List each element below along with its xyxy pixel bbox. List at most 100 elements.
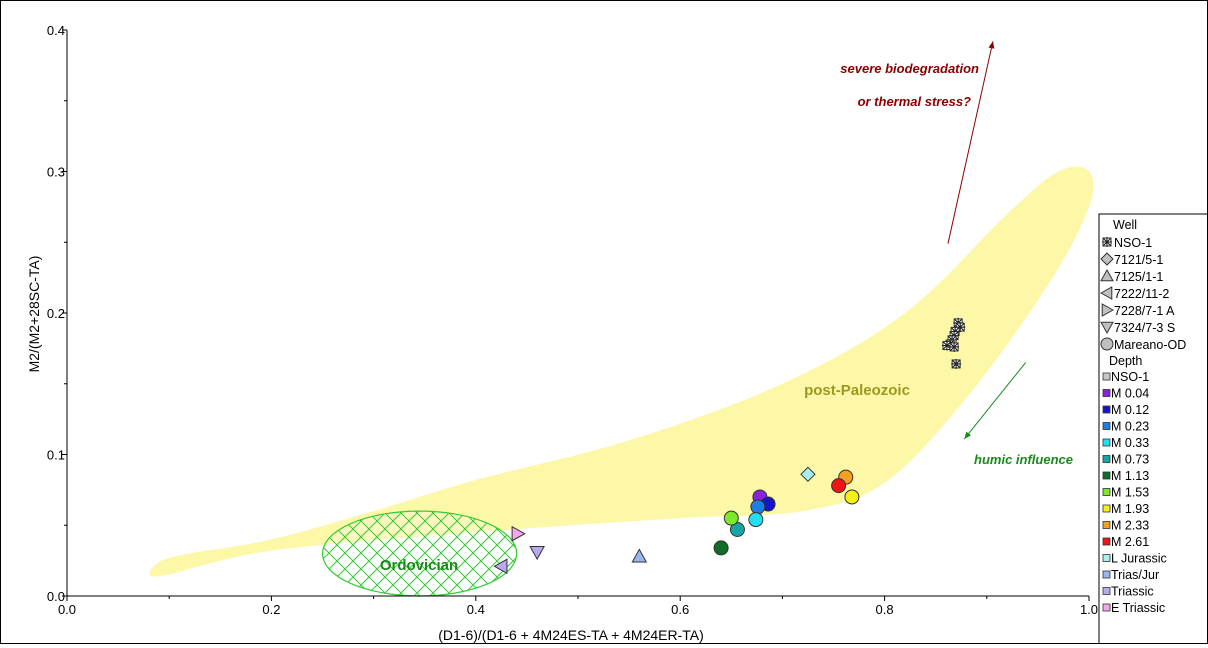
- ordovician-region: [321, 510, 518, 597]
- legend-item-well: 7324/7-3 S: [1100, 321, 1175, 335]
- legend-depth-label: M 2.33: [1111, 519, 1149, 533]
- y-axis-label: M2/(M2+28SC-TA): [26, 256, 42, 373]
- legend-well-marker: [1101, 303, 1115, 317]
- legend-depth-label: M 2.61: [1111, 535, 1149, 549]
- legend-well-title: Well: [1113, 218, 1137, 232]
- data-point: [713, 540, 729, 556]
- legend-depth-swatch: [1102, 455, 1111, 463]
- legend-depth-swatch: [1102, 554, 1111, 562]
- data-point: [844, 489, 860, 505]
- data-point: [750, 499, 766, 515]
- legend-well-marker: [1100, 268, 1114, 282]
- x-tick-label: 0.8: [876, 602, 894, 617]
- legend-depth-label: E Triassic: [1111, 601, 1165, 615]
- legend-item-depth: NSO-1: [1102, 370, 1149, 384]
- legend-well-label: Mareano-OD: [1114, 338, 1186, 352]
- legend-depth-label: M 1.93: [1111, 502, 1149, 516]
- x-tick-label: 0.4: [467, 602, 485, 617]
- legend-item-well: 7222/11-2: [1099, 286, 1169, 301]
- data-point: [493, 558, 508, 575]
- legend-well-marker: [1099, 286, 1113, 300]
- legend-depth-title: Depth: [1109, 354, 1142, 368]
- data-point: [631, 548, 648, 563]
- legend-box: [1098, 213, 1208, 646]
- y-tick-label: 0.3: [47, 165, 65, 180]
- legend-depth-swatch: [1102, 372, 1111, 381]
- legend-well-label: NSO-1: [1114, 236, 1152, 250]
- data-point: [529, 546, 545, 561]
- legend-item-depth: M 0.23: [1102, 420, 1149, 434]
- annotation-thermal-stress: or thermal stress?: [858, 94, 971, 109]
- data-point: [800, 466, 816, 483]
- legend-well-label: 7222/11-2: [1114, 287, 1169, 301]
- data-point: [951, 358, 962, 369]
- legend-item-well: 7228/7-1 A: [1101, 303, 1175, 318]
- legend-item-depth: M 0.33: [1102, 436, 1149, 450]
- legend-depth-label: M 0.33: [1111, 436, 1149, 450]
- data-point: [949, 341, 960, 352]
- legend-depth-label: M 1.53: [1111, 486, 1149, 500]
- legend-item-depth: L Jurassic: [1102, 552, 1167, 566]
- region-label-ordovician: Ordovician: [380, 557, 458, 574]
- legend-depth-swatch: [1102, 537, 1111, 546]
- legend-depth-swatch: [1102, 422, 1111, 430]
- annotation-severe-biodegradation: severe biodegradation: [840, 61, 979, 76]
- legend-depth-swatch: [1102, 521, 1111, 529]
- x-axis-label: (D1-6)/(D1-6 + 4M24ES-TA + 4M24ER-TA): [438, 627, 704, 643]
- arrow-head: [988, 41, 995, 49]
- y-tick-label: 0.0: [47, 589, 65, 604]
- legend-well-marker: [1100, 252, 1114, 266]
- legend-depth-label: M 0.23: [1111, 420, 1149, 434]
- data-point: [729, 521, 745, 537]
- legend-item-well: Mareano-OD: [1100, 337, 1186, 352]
- humic-arrow: [963, 362, 1027, 440]
- legend-depth-label: Triassic: [1111, 585, 1154, 599]
- legend-well-marker: [1100, 321, 1114, 335]
- legend-depth-label: M 1.13: [1111, 469, 1149, 483]
- legend-depth-swatch: [1102, 587, 1111, 595]
- legend-item-depth: Triassic: [1102, 585, 1154, 599]
- legend-item-depth: M 1.53: [1102, 486, 1149, 500]
- legend-depth-label: L Jurassic: [1111, 552, 1167, 566]
- legend-item-depth: M 1.13: [1102, 469, 1149, 483]
- data-point: [831, 478, 847, 494]
- legend-item-depth: M 0.12: [1102, 403, 1149, 417]
- legend-item-depth: M 2.61: [1102, 535, 1149, 549]
- legend: Well NSO-1 7121/5-1 7125/1-1 7222/11-2 7228/7…: [1098, 213, 1208, 646]
- legend-depth-label: M 0.12: [1111, 403, 1149, 417]
- legend-depth-swatch: [1102, 570, 1111, 579]
- legend-depth-swatch: [1102, 488, 1111, 496]
- legend-item-well: 7125/1-1: [1100, 268, 1163, 284]
- legend-well-marker: [1100, 337, 1114, 351]
- legend-depth-swatch: [1102, 389, 1111, 397]
- legend-item-depth: M 0.73: [1102, 453, 1149, 467]
- legend-depth-label: Trias/Jur: [1111, 568, 1159, 582]
- x-tick-label: 0.0: [58, 602, 76, 617]
- biodegradation-arrow: [947, 41, 995, 244]
- legend-well-label: 7324/7-3 S: [1114, 321, 1175, 335]
- legend-depth-swatch: [1102, 504, 1111, 513]
- x-tick-label: 0.2: [262, 602, 280, 617]
- annotation-humic-influence: humic influence: [974, 452, 1073, 467]
- arrow-shaft: [963, 362, 1027, 440]
- legend-item-well: 7121/5-1: [1100, 252, 1163, 267]
- legend-item-depth: E Triassic: [1102, 601, 1165, 615]
- arrow-shaft: [947, 41, 994, 244]
- legend-depth-swatch: [1102, 603, 1111, 612]
- y-tick-label: 0.1: [47, 448, 65, 463]
- arrow-head: [964, 431, 972, 439]
- data-point: [511, 525, 526, 542]
- axes: 0.0 0.2 0.4 0.6 0.8 1.0 0.0 0.1 0.2 0.3 0.4: [47, 23, 1098, 617]
- legend-well-label: 7121/5-1: [1114, 253, 1163, 267]
- legend-item-depth: Trias/Jur: [1102, 568, 1159, 582]
- legend-item-depth: M 1.93: [1102, 502, 1149, 516]
- legend-depth-swatch: [1102, 471, 1111, 480]
- legend-well-label: 7228/7-1 A: [1114, 304, 1175, 318]
- y-tick-label: 0.2: [47, 306, 65, 321]
- data-point: [748, 512, 764, 528]
- legend-depth-swatch: [1102, 405, 1111, 414]
- legend-depth-label: NSO-1: [1111, 370, 1149, 384]
- legend-well-label: 7125/1-1: [1114, 270, 1163, 284]
